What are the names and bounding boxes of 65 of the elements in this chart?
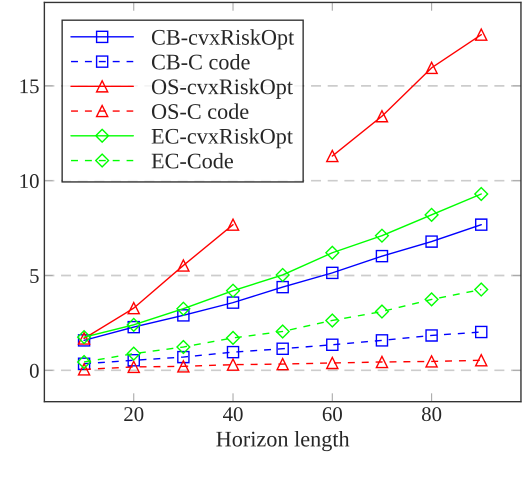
y-tick-label: 10 <box>20 174 39 188</box>
point <box>326 266 339 280</box>
point <box>326 150 339 162</box>
point <box>424 292 439 306</box>
point <box>127 320 140 334</box>
legend-label: EC-Code <box>152 152 233 169</box>
point <box>77 354 92 370</box>
point <box>325 246 340 260</box>
point <box>474 28 488 41</box>
point <box>177 309 190 322</box>
legend-label: OS-C code <box>152 103 248 120</box>
point <box>226 296 240 309</box>
point <box>376 334 388 347</box>
point <box>425 62 438 74</box>
point <box>376 356 388 368</box>
x-tick-label: 80 <box>422 407 442 422</box>
point <box>326 356 339 370</box>
point <box>374 228 390 243</box>
point <box>276 358 289 370</box>
point <box>425 329 438 342</box>
point <box>474 326 488 338</box>
point <box>474 282 488 297</box>
y-tick-label: 15 <box>20 79 39 94</box>
point <box>177 350 190 364</box>
point <box>126 318 141 332</box>
point <box>226 346 240 358</box>
x-axis-title: Horizon length <box>216 430 350 452</box>
y-tick-label: 5 <box>30 269 39 283</box>
legend-label: OS-cvxRiskOpt <box>152 78 293 99</box>
legend-label: CB-C code <box>152 54 250 70</box>
point <box>78 363 90 376</box>
point <box>276 342 289 355</box>
point <box>127 302 140 314</box>
point <box>177 360 190 373</box>
point <box>226 284 240 298</box>
point <box>276 268 290 282</box>
point <box>326 338 339 351</box>
legend-label: CB-cvxRiskOpt <box>152 29 294 50</box>
point <box>127 354 140 367</box>
point <box>424 208 439 222</box>
point <box>425 355 438 368</box>
point <box>474 186 488 202</box>
point <box>226 358 240 371</box>
point <box>276 280 289 294</box>
point <box>374 304 390 319</box>
y-tick-label: 0 <box>30 364 39 378</box>
point <box>425 235 438 248</box>
legend-label: EC-cvxRiskOpt <box>152 128 293 148</box>
point <box>325 313 340 328</box>
point <box>127 360 140 374</box>
point <box>78 357 90 370</box>
point <box>226 330 240 345</box>
x-tick-label: 40 <box>223 407 243 422</box>
point <box>126 346 141 361</box>
point <box>176 302 190 316</box>
point <box>376 110 388 122</box>
point <box>176 340 190 354</box>
x-tick-label: 60 <box>322 407 342 422</box>
point <box>226 218 240 231</box>
point <box>276 324 290 339</box>
x-tick-label: 20 <box>124 407 144 422</box>
point <box>376 250 388 262</box>
point <box>474 354 488 367</box>
point <box>177 259 190 272</box>
point <box>474 218 488 231</box>
